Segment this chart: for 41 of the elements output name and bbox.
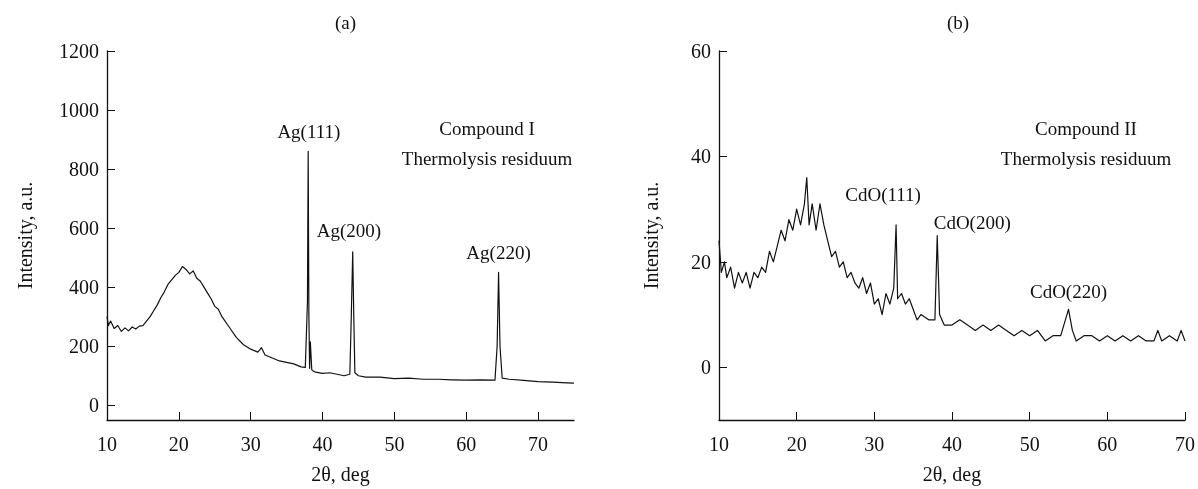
x-tick-label: 40	[942, 433, 962, 455]
x-tick-label: 60	[1097, 433, 1118, 455]
annotation: Ag(111)	[277, 121, 341, 144]
x-tick-label: 50	[1019, 433, 1040, 455]
chart-title: (b)	[946, 12, 970, 34]
annotation: CdO(111)	[845, 183, 921, 206]
y-axis-title: Intensity, a.u.	[14, 181, 37, 290]
x-tick-label: 20	[786, 433, 807, 455]
x-tick-label: 20	[168, 433, 189, 455]
x-tick-label: 70	[528, 433, 549, 455]
x-tick-label: 70	[1175, 433, 1195, 455]
y-tick-label: 0	[701, 356, 711, 379]
x-axis-title: 2θ, deg	[311, 463, 370, 486]
annotation: Thermolysis residuum	[401, 147, 573, 169]
annotation: Thermolysis residuum	[1000, 147, 1172, 169]
x-tick-label: 50	[384, 433, 405, 455]
annotation: Ag(220)	[466, 242, 531, 265]
y-tick-label: 200	[69, 335, 99, 358]
x-tick-label: 60	[456, 433, 477, 455]
y-tick-label: 1000	[59, 99, 99, 122]
x-tick-label: 10	[97, 433, 117, 455]
y-tick-label: 800	[69, 158, 99, 181]
chart-title: (a)	[334, 12, 357, 34]
annotation: Compound II	[1035, 117, 1137, 139]
y-tick-label: 400	[69, 276, 99, 299]
annotation: CdO(220)	[1029, 281, 1108, 304]
x-tick-label: 40	[312, 433, 333, 455]
x-tick-label: 30	[240, 433, 261, 455]
y-tick-label: 60	[691, 40, 711, 62]
x-tick-label: 10	[709, 433, 729, 455]
y-tick-label: 1200	[59, 40, 99, 62]
y-tick-label: 0	[89, 394, 99, 417]
annotation: Compound I	[439, 117, 535, 139]
x-tick-label: 30	[864, 433, 885, 455]
y-axis-title: Intensity, a.u.	[640, 181, 663, 290]
x-axis-title: 2θ, deg	[922, 463, 982, 486]
y-tick-label: 40	[691, 145, 711, 168]
annotation: Ag(200)	[316, 219, 382, 242]
annotation: CdO(200)	[933, 211, 1011, 234]
y-tick-label: 600	[69, 217, 99, 240]
y-tick-label: 20	[691, 250, 711, 273]
